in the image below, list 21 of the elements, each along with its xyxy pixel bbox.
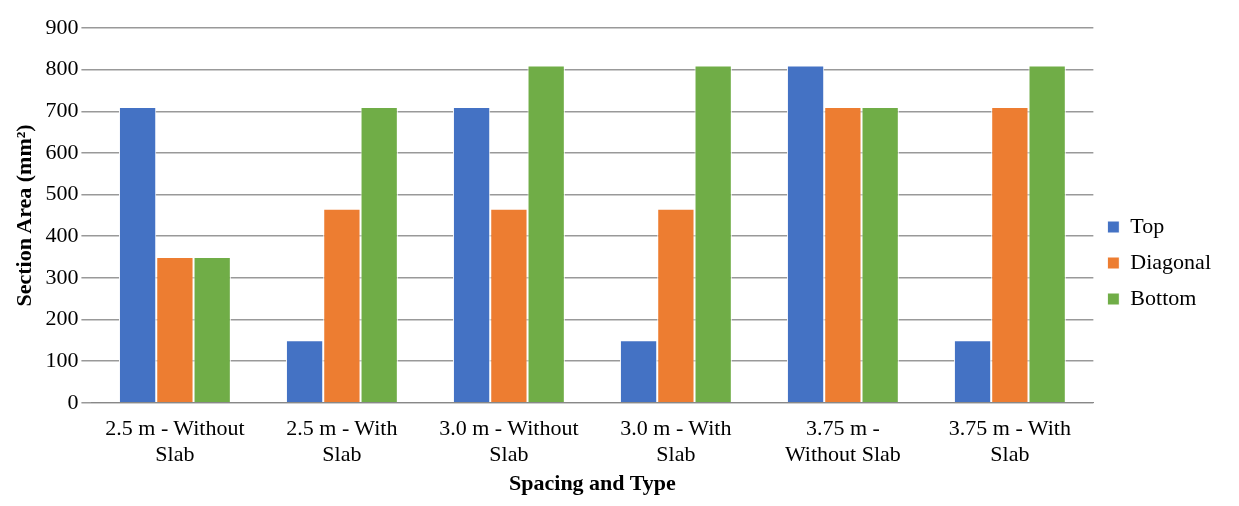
y-tick-label: 100 [45, 346, 79, 372]
legend-label: Top [1130, 212, 1165, 238]
x-tick-label: 3.0 m - Without Slab [439, 414, 579, 467]
y-tick-label: 500 [45, 180, 79, 206]
x-axis-title: Spacing and Type [509, 470, 676, 496]
y-tick-label: 200 [45, 305, 79, 331]
y-tick-label: 0 [67, 388, 79, 414]
y-axis-title: Section Area (mm²) [10, 124, 36, 307]
y-tick-label: 600 [45, 138, 79, 164]
y-tick-label: 900 [45, 13, 79, 39]
legend-label: Bottom [1130, 284, 1197, 310]
y-tick-label: 700 [45, 97, 79, 123]
y-tick-label: 800 [45, 55, 79, 81]
x-tick-label: 2.5 m - With Slab [286, 414, 398, 467]
y-tick-label: 300 [45, 263, 79, 289]
x-tick-label: 3.75 m - With Slab [948, 414, 1071, 467]
y-tick-label: 400 [45, 222, 79, 247]
x-tick-label: 3.75 m - Without Slab [784, 414, 901, 467]
x-tick-label: 3.0 m - With Slab [620, 414, 732, 467]
x-tick-label: 2.5 m - Without Slab [105, 414, 245, 467]
legend-label: Diagonal [1130, 248, 1212, 274]
